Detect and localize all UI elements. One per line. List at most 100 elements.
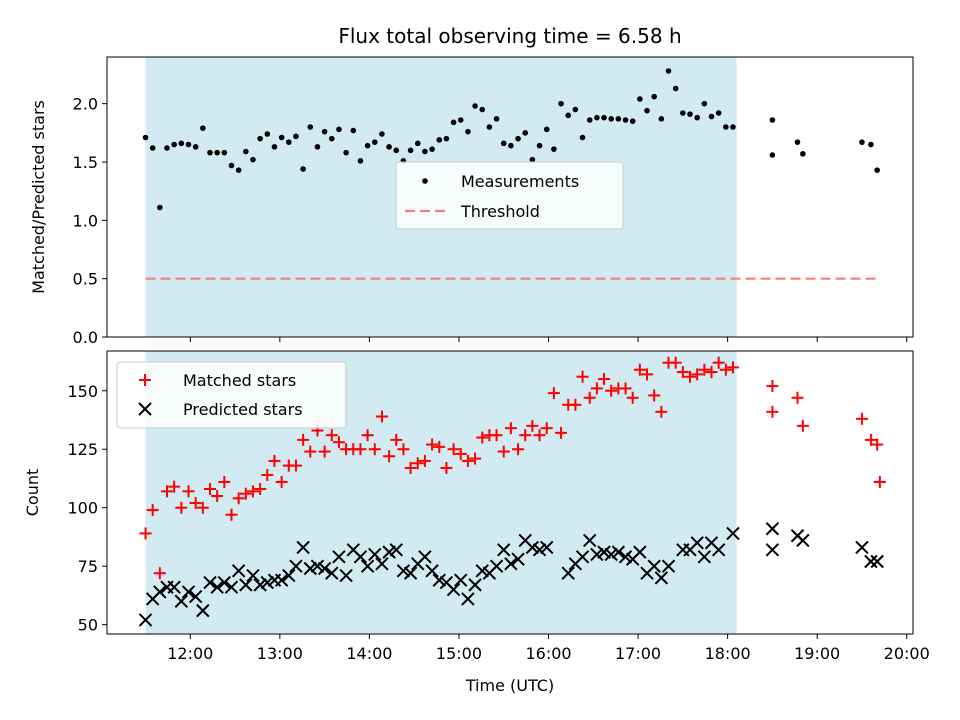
measurement-point bbox=[149, 145, 156, 151]
matched-point bbox=[791, 391, 804, 404]
measurement-point bbox=[364, 142, 371, 149]
matched-point bbox=[576, 370, 589, 383]
measurement-point bbox=[393, 147, 400, 154]
predicted-point bbox=[446, 582, 461, 597]
measurement-point bbox=[472, 103, 478, 109]
predicted-point bbox=[239, 578, 253, 592]
predicted-point bbox=[260, 575, 275, 590]
predicted-point bbox=[246, 568, 260, 583]
matched-point bbox=[633, 363, 646, 376]
matched-point bbox=[218, 475, 231, 488]
matched-point bbox=[390, 433, 403, 446]
predicted-point bbox=[282, 568, 296, 583]
top-axes-frame bbox=[106, 56, 914, 338]
predicted-point bbox=[325, 566, 339, 580]
matched-point bbox=[626, 391, 639, 404]
measurement-point bbox=[680, 110, 686, 116]
matched-point bbox=[196, 501, 209, 514]
measurement-point bbox=[328, 135, 335, 142]
measurement-point bbox=[543, 126, 550, 133]
bottom-legend-box bbox=[116, 361, 347, 429]
matched-point bbox=[766, 380, 779, 393]
legend-matched-label: Matched stars bbox=[183, 371, 296, 390]
predicted-point bbox=[726, 526, 740, 541]
matched-point bbox=[533, 429, 546, 442]
measurement-point bbox=[874, 167, 880, 173]
measurement-point bbox=[386, 144, 392, 150]
matched-point bbox=[433, 440, 446, 453]
top-legend: Measurements Threshold bbox=[395, 161, 624, 230]
matched-point bbox=[691, 368, 704, 381]
y-tick-label: 0.5 bbox=[73, 270, 98, 289]
matched-point bbox=[873, 475, 886, 488]
measurement-point bbox=[594, 114, 600, 121]
predicted-point bbox=[389, 543, 403, 557]
matched-point bbox=[203, 482, 216, 495]
matched-point bbox=[648, 389, 661, 402]
matched-point bbox=[297, 433, 310, 446]
measurement-point bbox=[422, 148, 428, 155]
measurement-points bbox=[142, 68, 880, 211]
matched-point bbox=[641, 368, 654, 381]
measurement-point bbox=[414, 140, 421, 147]
matched-point bbox=[712, 356, 725, 369]
matched-point bbox=[232, 492, 245, 505]
matched-point bbox=[289, 459, 302, 472]
measurement-point bbox=[479, 106, 486, 113]
predicted-point bbox=[796, 533, 810, 548]
matched-point bbox=[332, 436, 345, 449]
measurement-point bbox=[586, 117, 593, 123]
matched-point bbox=[325, 429, 338, 442]
x-axis-label: Time (UTC) bbox=[465, 676, 554, 695]
matched-point bbox=[497, 445, 510, 458]
x-tick-label: 19:00 bbox=[794, 644, 840, 663]
x-tick-label: 16:00 bbox=[525, 644, 571, 663]
measurement-point bbox=[565, 112, 572, 119]
matched-point bbox=[440, 461, 453, 474]
measurement-point bbox=[665, 68, 672, 74]
matched-point bbox=[583, 391, 596, 404]
measurement-point bbox=[558, 100, 564, 107]
matched-point bbox=[318, 445, 331, 458]
measurement-point bbox=[178, 140, 185, 147]
matched-point bbox=[555, 426, 568, 439]
predicted-point bbox=[253, 578, 267, 592]
matched-point bbox=[153, 567, 166, 580]
top-y-ticks: 0.0 0.5 1.0 1.5 2.0 bbox=[73, 95, 107, 347]
matched-point bbox=[598, 373, 611, 386]
measurement-point bbox=[164, 145, 170, 151]
predicted-point bbox=[870, 554, 884, 569]
matched-point bbox=[161, 485, 174, 498]
predicted-point bbox=[590, 547, 604, 562]
matched-point bbox=[766, 405, 779, 418]
top-y-axis-label: Matched/Predicted stars bbox=[29, 100, 48, 294]
measurement-point bbox=[730, 124, 736, 130]
measurement-point bbox=[300, 166, 306, 172]
matched-point bbox=[275, 475, 288, 488]
matched-point bbox=[540, 422, 553, 435]
matched-point bbox=[490, 429, 503, 442]
matched-point bbox=[261, 468, 274, 481]
predicted-point bbox=[368, 547, 382, 562]
predicted-point bbox=[532, 543, 547, 557]
chart-title: Flux total observing time = 6.58 h bbox=[338, 24, 681, 48]
measurement-point bbox=[500, 140, 507, 147]
predicted-point bbox=[167, 580, 181, 594]
legend-threshold-label: Threshold bbox=[460, 202, 540, 221]
measurement-point bbox=[285, 139, 292, 145]
predicted-point bbox=[196, 603, 210, 618]
predicted-point bbox=[711, 543, 726, 557]
measurement-point bbox=[629, 118, 636, 124]
top-legend-box bbox=[395, 161, 624, 230]
matched-point bbox=[705, 366, 718, 379]
matched-point bbox=[211, 490, 224, 503]
measurement-point bbox=[436, 137, 443, 143]
predicted-point bbox=[296, 540, 310, 555]
predicted-point bbox=[339, 568, 353, 583]
predicted-point bbox=[224, 580, 239, 594]
matched-point bbox=[182, 485, 195, 498]
measurement-point bbox=[343, 149, 349, 156]
predicted-point bbox=[353, 550, 368, 564]
